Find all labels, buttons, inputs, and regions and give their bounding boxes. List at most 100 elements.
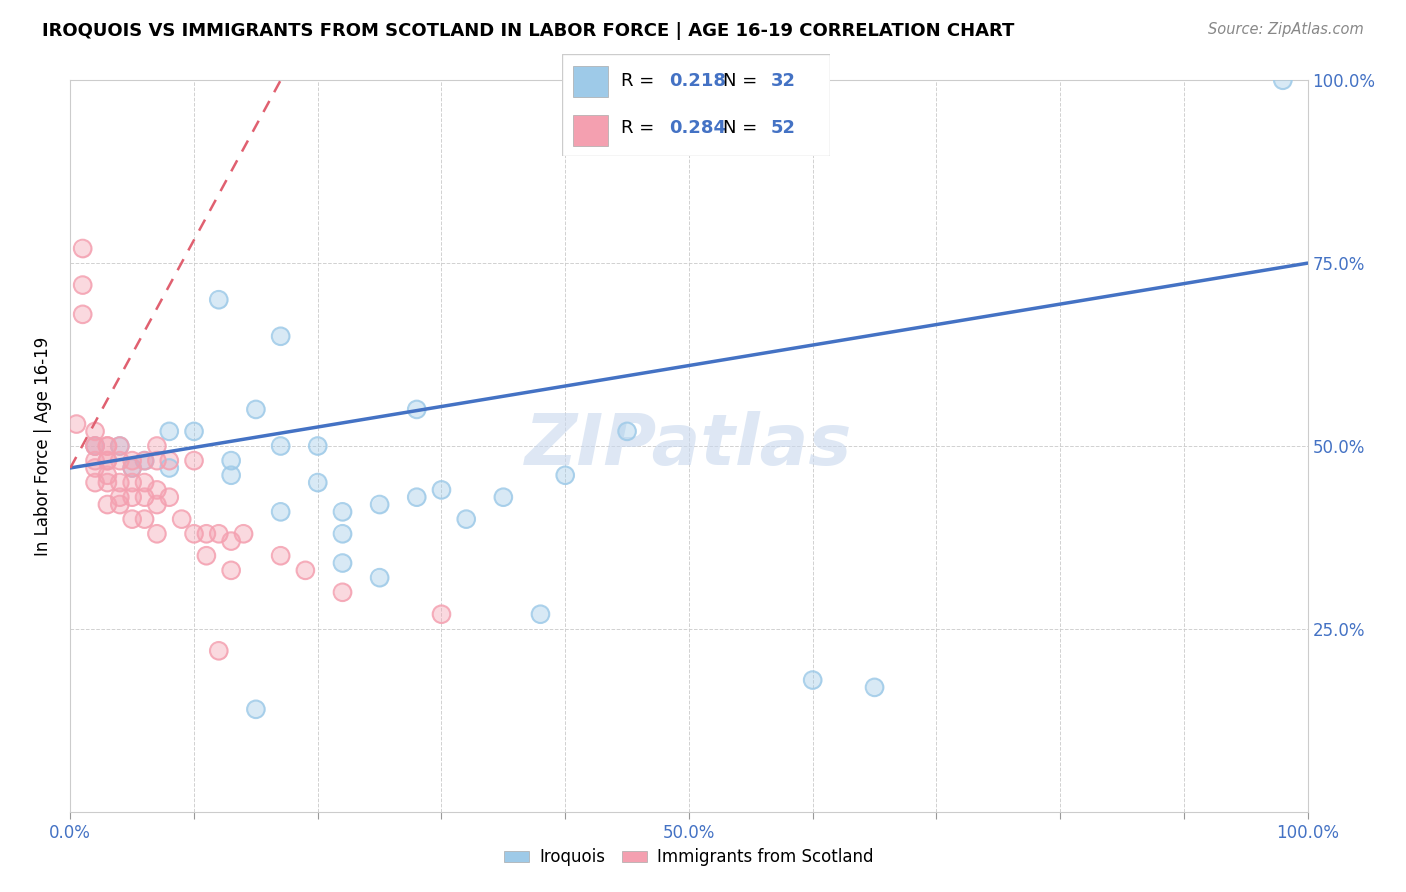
- Text: IROQUOIS VS IMMIGRANTS FROM SCOTLAND IN LABOR FORCE | AGE 16-19 CORRELATION CHAR: IROQUOIS VS IMMIGRANTS FROM SCOTLAND IN …: [42, 22, 1015, 40]
- Point: [183, 425, 205, 439]
- Point: [183, 526, 205, 541]
- Text: 0.218: 0.218: [669, 72, 727, 90]
- Point: [157, 461, 180, 475]
- Point: [96, 468, 118, 483]
- Point: [72, 278, 94, 293]
- Point: [307, 439, 329, 453]
- Point: [270, 439, 292, 453]
- Point: [332, 585, 354, 599]
- Point: [332, 556, 354, 570]
- Point: [96, 453, 118, 467]
- Point: [146, 483, 169, 497]
- Point: [65, 417, 87, 431]
- Point: [96, 468, 118, 483]
- Point: [146, 453, 169, 467]
- Point: [208, 526, 231, 541]
- Point: [430, 483, 453, 497]
- Text: N =: N =: [723, 72, 762, 90]
- Point: [307, 439, 329, 453]
- Point: [195, 526, 218, 541]
- Point: [219, 534, 242, 549]
- Point: [84, 453, 107, 467]
- Point: [170, 512, 193, 526]
- Point: [108, 439, 131, 453]
- Point: [801, 673, 824, 687]
- Point: [219, 468, 242, 483]
- Point: [332, 505, 354, 519]
- Point: [96, 439, 118, 453]
- Point: [195, 549, 218, 563]
- Text: N =: N =: [723, 120, 762, 137]
- Point: [170, 512, 193, 526]
- Point: [1271, 73, 1294, 87]
- Point: [307, 475, 329, 490]
- Text: 32: 32: [770, 72, 796, 90]
- Point: [232, 526, 254, 541]
- Point: [456, 512, 478, 526]
- Point: [121, 453, 143, 467]
- Point: [801, 673, 824, 687]
- Point: [529, 607, 551, 622]
- Point: [157, 490, 180, 504]
- Point: [134, 512, 156, 526]
- Point: [430, 607, 453, 622]
- Point: [84, 425, 107, 439]
- Point: [208, 293, 231, 307]
- Point: [208, 293, 231, 307]
- Point: [183, 453, 205, 467]
- Point: [270, 439, 292, 453]
- Text: 0.284: 0.284: [669, 120, 727, 137]
- FancyBboxPatch shape: [562, 54, 830, 156]
- Point: [157, 453, 180, 467]
- Point: [96, 439, 118, 453]
- Point: [219, 534, 242, 549]
- Point: [84, 439, 107, 453]
- Point: [219, 453, 242, 467]
- Point: [134, 512, 156, 526]
- Point: [146, 453, 169, 467]
- Point: [121, 461, 143, 475]
- Point: [84, 439, 107, 453]
- Point: [219, 563, 242, 577]
- Point: [1271, 73, 1294, 87]
- Point: [65, 417, 87, 431]
- Point: [84, 475, 107, 490]
- Y-axis label: In Labor Force | Age 16-19: In Labor Force | Age 16-19: [34, 336, 52, 556]
- Point: [332, 505, 354, 519]
- Point: [146, 498, 169, 512]
- Point: [134, 490, 156, 504]
- Point: [72, 242, 94, 256]
- Point: [84, 461, 107, 475]
- Point: [554, 468, 576, 483]
- Point: [270, 549, 292, 563]
- Point: [146, 439, 169, 453]
- Point: [332, 526, 354, 541]
- Point: [134, 453, 156, 467]
- Point: [307, 475, 329, 490]
- Point: [183, 526, 205, 541]
- Point: [72, 307, 94, 321]
- Point: [96, 475, 118, 490]
- Point: [232, 526, 254, 541]
- Point: [195, 526, 218, 541]
- Text: 52: 52: [770, 120, 796, 137]
- Point: [72, 278, 94, 293]
- Point: [863, 681, 886, 695]
- Point: [134, 475, 156, 490]
- Point: [208, 526, 231, 541]
- Point: [84, 439, 107, 453]
- Point: [368, 571, 391, 585]
- Point: [96, 475, 118, 490]
- Point: [270, 505, 292, 519]
- Point: [108, 475, 131, 490]
- Point: [96, 498, 118, 512]
- Point: [134, 453, 156, 467]
- Point: [270, 329, 292, 343]
- Point: [121, 490, 143, 504]
- Point: [332, 526, 354, 541]
- Point: [456, 512, 478, 526]
- Point: [245, 702, 267, 716]
- Point: [108, 453, 131, 467]
- Point: [108, 498, 131, 512]
- Point: [270, 549, 292, 563]
